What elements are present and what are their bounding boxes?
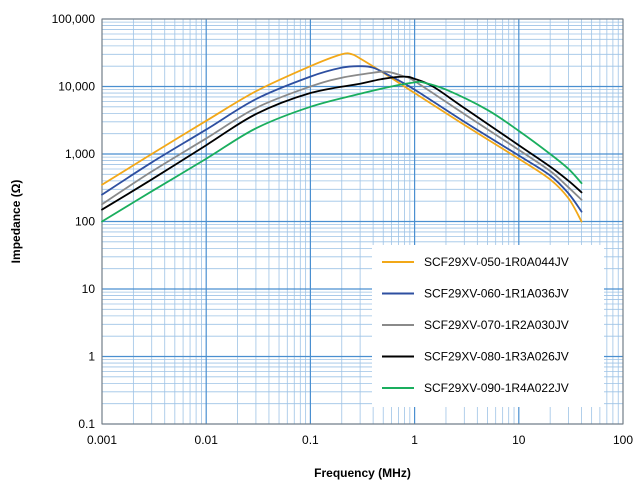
legend-label: SCF29XV-090-1R4A022JV: [424, 381, 569, 395]
series-line: [101, 70, 583, 206]
legend-label: SCF29XV-080-1R3A026JV: [424, 350, 569, 364]
x-tick-labels: 0.001 0.01 0.1 1 10 100: [87, 433, 633, 447]
series-line: [101, 52, 583, 223]
y-tick-label: 10: [82, 282, 96, 296]
x-tick-label: 10: [512, 433, 526, 447]
x-axis-title: Frequency (MHz): [314, 466, 411, 480]
x-tick-label: 0.01: [195, 433, 219, 447]
series-lines: [101, 52, 583, 223]
legend-label: SCF29XV-050-1R0A044JV: [424, 255, 569, 269]
y-axis-title: Impedance (Ω): [9, 180, 23, 264]
x-tick-label: 0.1: [302, 433, 319, 447]
x-tick-label: 1: [411, 433, 418, 447]
y-tick-label: 0.1: [78, 417, 95, 431]
series-line: [101, 75, 583, 211]
x-tick-label: 100: [613, 433, 633, 447]
legend-label: SCF29XV-060-1R1A036JV: [424, 287, 569, 301]
legend: SCF29XV-050-1R0A044JV SCF29XV-060-1R1A036…: [372, 245, 604, 407]
y-tick-labels: 0.1 1 10 100 1,000 10,000 100,000: [52, 12, 96, 431]
y-tick-label: 10,000: [58, 80, 95, 94]
series-line: [101, 65, 583, 213]
y-tick-label: 1,000: [65, 147, 95, 161]
y-tick-label: 100: [75, 215, 95, 229]
y-tick-label: 1: [88, 350, 95, 364]
legend-label: SCF29XV-070-1R2A030JV: [424, 318, 569, 332]
x-tick-label: 0.001: [87, 433, 117, 447]
series-line: [101, 80, 583, 223]
y-tick-label: 100,000: [52, 12, 96, 26]
